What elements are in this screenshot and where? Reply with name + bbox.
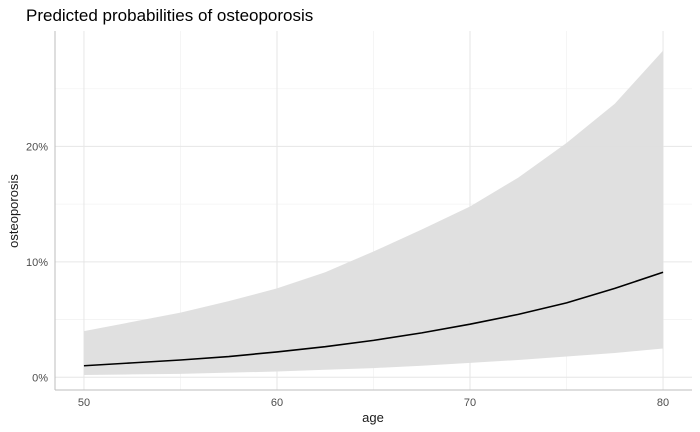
prediction-line-layer: [83, 271, 664, 367]
x-axis-ticks: 50 60 70 80: [78, 397, 669, 409]
x-tick-label: 80: [657, 397, 669, 409]
y-tick-label: 10%: [26, 257, 48, 269]
y-axis-ticks: 0% 10% 20%: [26, 141, 48, 384]
y-tick-label: 0%: [32, 372, 48, 384]
prediction-line: [83, 271, 664, 367]
chart-title: Predicted probabilities of osteoporosis: [26, 6, 313, 25]
y-tick-label: 20%: [26, 141, 48, 153]
confidence-band: [83, 50, 664, 375]
x-tick-label: 70: [464, 397, 476, 409]
x-axis-title: age: [362, 410, 384, 425]
confidence-band-layer: [83, 50, 664, 375]
axes: [54, 31, 692, 391]
x-tick-label: 60: [271, 397, 283, 409]
x-tick-label: 50: [78, 397, 90, 409]
y-axis-title: osteoporosis: [6, 174, 21, 248]
